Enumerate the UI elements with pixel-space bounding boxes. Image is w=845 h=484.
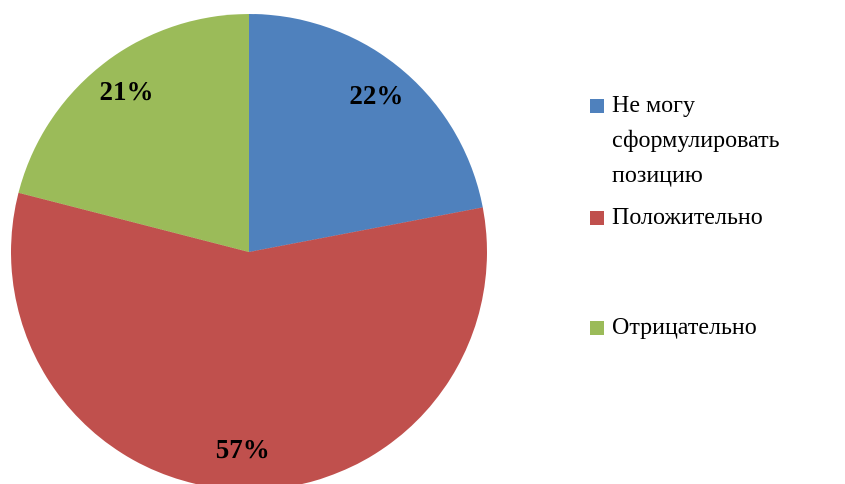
data-label: 22% (349, 80, 403, 110)
legend-label: Положительно (612, 204, 763, 230)
legend-swatch (590, 99, 604, 113)
legend-item: Не могу сформулировать позицию (590, 88, 840, 193)
pie-slice (11, 192, 487, 484)
legend-swatch (590, 211, 604, 225)
data-label: 57% (216, 434, 270, 464)
pie-slice (249, 14, 483, 252)
legend-item: Отрицательно (590, 310, 840, 345)
pie-slice (18, 14, 250, 252)
legend-label: Отрицательно (612, 314, 757, 340)
data-label: 21% (99, 76, 153, 106)
legend-item: Положительно (590, 200, 840, 235)
legend-label: Не могу сформулировать позицию (612, 92, 780, 188)
legend-swatch (590, 321, 604, 335)
